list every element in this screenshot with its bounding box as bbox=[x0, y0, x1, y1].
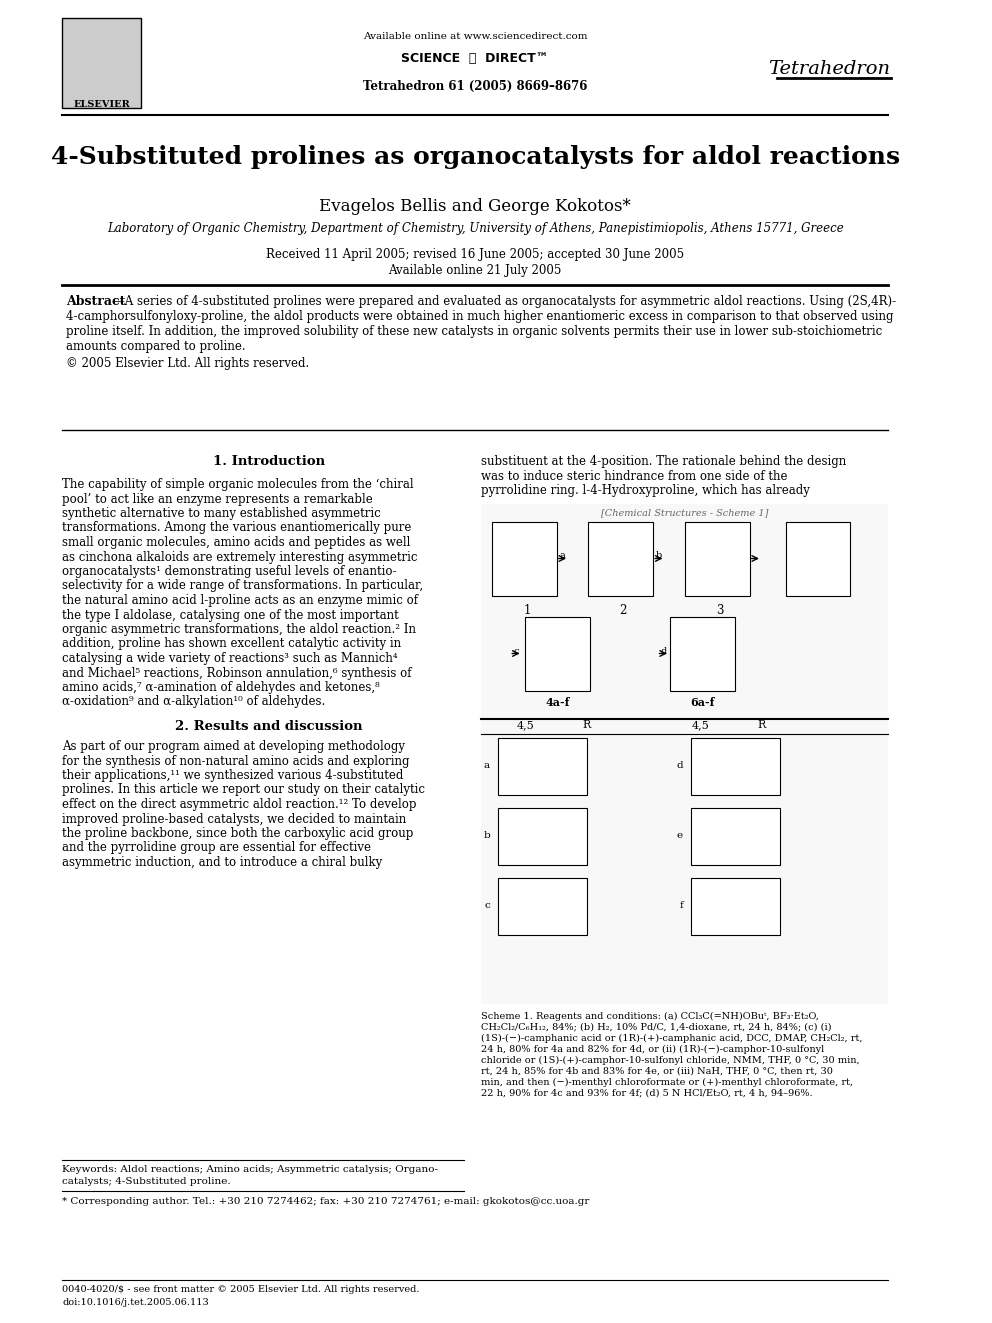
Text: Received 11 April 2005; revised 16 June 2005; accepted 30 June 2005: Received 11 April 2005; revised 16 June … bbox=[266, 247, 684, 261]
Text: 2. Results and discussion: 2. Results and discussion bbox=[175, 720, 362, 733]
Text: CH₂Cl₂/C₆H₁₂, 84%; (b) H₂, 10% Pd/C, 1,4-dioxane, rt, 24 h, 84%; (c) (i): CH₂Cl₂/C₆H₁₂, 84%; (b) H₂, 10% Pd/C, 1,4… bbox=[481, 1023, 831, 1032]
FancyBboxPatch shape bbox=[498, 877, 587, 934]
Text: ELSEVIER: ELSEVIER bbox=[73, 101, 130, 108]
Text: pool’ to act like an enzyme represents a remarkable: pool’ to act like an enzyme represents a… bbox=[62, 492, 373, 505]
Text: doi:10.1016/j.tet.2005.06.113: doi:10.1016/j.tet.2005.06.113 bbox=[62, 1298, 209, 1307]
Text: synthetic alternative to many established asymmetric: synthetic alternative to many establishe… bbox=[62, 507, 381, 520]
FancyBboxPatch shape bbox=[684, 521, 750, 595]
Text: a: a bbox=[559, 552, 564, 561]
FancyBboxPatch shape bbox=[588, 521, 653, 595]
Text: as cinchona alkaloids are extremely interesting asymmetric: as cinchona alkaloids are extremely inte… bbox=[62, 550, 418, 564]
Text: 4a-f: 4a-f bbox=[546, 696, 569, 708]
Text: 1. Introduction: 1. Introduction bbox=[212, 455, 324, 468]
Text: a: a bbox=[484, 761, 490, 770]
Text: e: e bbox=[677, 831, 682, 840]
Text: addition, proline has shown excellent catalytic activity in: addition, proline has shown excellent ca… bbox=[62, 638, 401, 651]
FancyBboxPatch shape bbox=[481, 504, 888, 1004]
FancyBboxPatch shape bbox=[690, 737, 781, 795]
FancyBboxPatch shape bbox=[498, 737, 587, 795]
Text: © 2005 Elsevier Ltd. All rights reserved.: © 2005 Elsevier Ltd. All rights reserved… bbox=[66, 357, 310, 370]
FancyBboxPatch shape bbox=[690, 877, 781, 934]
Text: c: c bbox=[484, 901, 490, 910]
Text: Keywords: Aldol reactions; Amino acids; Asymmetric catalysis; Organo-: Keywords: Aldol reactions; Amino acids; … bbox=[62, 1166, 438, 1174]
Text: organic asymmetric transformations, the aldol reaction.² In: organic asymmetric transformations, the … bbox=[62, 623, 416, 636]
Text: 2: 2 bbox=[620, 603, 627, 617]
Text: —A series of 4-substituted prolines were prepared and evaluated as organocatalys: —A series of 4-substituted prolines were… bbox=[113, 295, 896, 308]
FancyBboxPatch shape bbox=[670, 617, 735, 691]
Text: SCIENCE  ⓐ  DIRECT™: SCIENCE ⓐ DIRECT™ bbox=[402, 52, 549, 65]
Text: 6a-f: 6a-f bbox=[690, 696, 714, 708]
Text: 1: 1 bbox=[523, 603, 531, 617]
Text: proline itself. In addition, the improved solubility of these new catalysts in o: proline itself. In addition, the improve… bbox=[66, 325, 883, 337]
Text: pyrrolidine ring. l-4-Hydroxyproline, which has already: pyrrolidine ring. l-4-Hydroxyproline, wh… bbox=[481, 484, 810, 497]
Text: 4-Substituted prolines as organocatalysts for aldol reactions: 4-Substituted prolines as organocatalyst… bbox=[51, 146, 900, 169]
Text: the natural amino acid l-proline acts as an enzyme mimic of: the natural amino acid l-proline acts as… bbox=[62, 594, 418, 607]
Text: b: b bbox=[656, 552, 663, 561]
FancyBboxPatch shape bbox=[492, 521, 557, 595]
Text: The capability of simple organic molecules from the ‘chiral: The capability of simple organic molecul… bbox=[62, 478, 414, 491]
Text: 3: 3 bbox=[716, 603, 723, 617]
Text: their applications,¹¹ we synthesized various 4-substituted: their applications,¹¹ we synthesized var… bbox=[62, 769, 404, 782]
FancyBboxPatch shape bbox=[690, 807, 781, 864]
Text: and the pyrrolidine group are essential for effective: and the pyrrolidine group are essential … bbox=[62, 841, 371, 855]
Text: substituent at the 4-position. The rationale behind the design: substituent at the 4-position. The ratio… bbox=[481, 455, 846, 468]
FancyBboxPatch shape bbox=[786, 521, 850, 595]
Text: Available online at www.sciencedirect.com: Available online at www.sciencedirect.co… bbox=[363, 32, 587, 41]
Text: α-oxidation⁹ and α-alkylation¹⁰ of aldehydes.: α-oxidation⁹ and α-alkylation¹⁰ of aldeh… bbox=[62, 696, 325, 709]
Text: b: b bbox=[483, 831, 490, 840]
Text: was to induce steric hindrance from one side of the: was to induce steric hindrance from one … bbox=[481, 470, 788, 483]
Text: the type I aldolase, catalysing one of the most important: the type I aldolase, catalysing one of t… bbox=[62, 609, 399, 622]
Text: and Michael⁵ reactions, Robinson annulation,⁶ synthesis of: and Michael⁵ reactions, Robinson annulat… bbox=[62, 667, 412, 680]
Text: min, and then (−)-menthyl chloroformate or (+)-menthyl chloroformate, rt,: min, and then (−)-menthyl chloroformate … bbox=[481, 1077, 853, 1086]
Text: catalysts; 4-Substituted proline.: catalysts; 4-Substituted proline. bbox=[62, 1177, 231, 1185]
Text: Scheme 1. Reagents and conditions: (a) CCl₃C(=NH)OBuᵗ, BF₃·Et₂O,: Scheme 1. Reagents and conditions: (a) C… bbox=[481, 1012, 819, 1020]
Text: Abstract: Abstract bbox=[66, 295, 126, 308]
Text: amino acids,⁷ α-amination of aldehydes and ketones,⁸: amino acids,⁷ α-amination of aldehydes a… bbox=[62, 681, 380, 695]
Text: rt, 24 h, 85% for 4b and 83% for 4e, or (iii) NaH, THF, 0 °C, then rt, 30: rt, 24 h, 85% for 4b and 83% for 4e, or … bbox=[481, 1066, 833, 1076]
Text: organocatalysts¹ demonstrating useful levels of enantio-: organocatalysts¹ demonstrating useful le… bbox=[62, 565, 397, 578]
Text: d: d bbox=[677, 761, 682, 770]
Text: Tetrahedron: Tetrahedron bbox=[769, 60, 891, 78]
Text: the proline backbone, since both the carboxylic acid group: the proline backbone, since both the car… bbox=[62, 827, 414, 840]
Text: effect on the direct asymmetric aldol reaction.¹² To develop: effect on the direct asymmetric aldol re… bbox=[62, 798, 417, 811]
Text: catalysing a wide variety of reactions³ such as Mannich⁴: catalysing a wide variety of reactions³ … bbox=[62, 652, 398, 665]
Text: [Chemical Structures - Scheme 1]: [Chemical Structures - Scheme 1] bbox=[601, 508, 769, 517]
Text: small organic molecules, amino acids and peptides as well: small organic molecules, amino acids and… bbox=[62, 536, 411, 549]
Text: 4-camphorsulfonyloxy-proline, the aldol products were obtained in much higher en: 4-camphorsulfonyloxy-proline, the aldol … bbox=[66, 310, 894, 323]
Text: (1S)-(−)-camphanic acid or (1R)-(+)-camphanic acid, DCC, DMAP, CH₂Cl₂, rt,: (1S)-(−)-camphanic acid or (1R)-(+)-camp… bbox=[481, 1033, 863, 1043]
Text: Available online 21 July 2005: Available online 21 July 2005 bbox=[389, 265, 561, 277]
Text: asymmetric induction, and to introduce a chiral bulky: asymmetric induction, and to introduce a… bbox=[62, 856, 382, 869]
Text: Tetrahedron 61 (2005) 8669–8676: Tetrahedron 61 (2005) 8669–8676 bbox=[363, 79, 587, 93]
Text: f: f bbox=[680, 901, 682, 910]
Text: 24 h, 80% for 4a and 82% for 4d, or (ii) (1R)-(−)-camphor-10-sulfonyl: 24 h, 80% for 4a and 82% for 4d, or (ii)… bbox=[481, 1044, 824, 1053]
Text: 4,5: 4,5 bbox=[691, 721, 709, 730]
Text: chloride or (1S)-(+)-camphor-10-sulfonyl chloride, NMM, THF, 0 °C, 30 min,: chloride or (1S)-(+)-camphor-10-sulfonyl… bbox=[481, 1056, 860, 1065]
Text: prolines. In this article we report our study on their catalytic: prolines. In this article we report our … bbox=[62, 783, 426, 796]
Text: As part of our program aimed at developing methodology: As part of our program aimed at developi… bbox=[62, 740, 405, 753]
Text: Evagelos Bellis and George Kokotos*: Evagelos Bellis and George Kokotos* bbox=[319, 198, 631, 216]
Text: transformations. Among the various enantiomerically pure: transformations. Among the various enant… bbox=[62, 521, 412, 534]
Text: c: c bbox=[514, 647, 519, 655]
Text: 0040-4020/$ - see front matter © 2005 Elsevier Ltd. All rights reserved.: 0040-4020/$ - see front matter © 2005 El… bbox=[62, 1285, 420, 1294]
Text: 4,5: 4,5 bbox=[516, 721, 534, 730]
Text: amounts compared to proline.: amounts compared to proline. bbox=[66, 340, 246, 353]
Text: selectivity for a wide range of transformations. In particular,: selectivity for a wide range of transfor… bbox=[62, 579, 424, 593]
Text: 22 h, 90% for 4c and 93% for 4f; (d) 5 N HCl/Et₂O, rt, 4 h, 94–96%.: 22 h, 90% for 4c and 93% for 4f; (d) 5 N… bbox=[481, 1089, 812, 1098]
FancyBboxPatch shape bbox=[498, 807, 587, 864]
Text: R: R bbox=[582, 721, 590, 730]
Text: R: R bbox=[758, 721, 766, 730]
Text: * Corresponding author. Tel.: +30 210 7274462; fax: +30 210 7274761; e-mail: gko: * Corresponding author. Tel.: +30 210 72… bbox=[62, 1197, 589, 1207]
FancyBboxPatch shape bbox=[525, 617, 590, 691]
Text: improved proline-based catalysts, we decided to maintain: improved proline-based catalysts, we dec… bbox=[62, 812, 407, 826]
Text: for the synthesis of non-natural amino acids and exploring: for the synthesis of non-natural amino a… bbox=[62, 754, 410, 767]
Text: Laboratory of Organic Chemistry, Department of Chemistry, University of Athens, : Laboratory of Organic Chemistry, Departm… bbox=[107, 222, 843, 235]
FancyBboxPatch shape bbox=[62, 19, 141, 108]
Text: d: d bbox=[661, 647, 667, 655]
